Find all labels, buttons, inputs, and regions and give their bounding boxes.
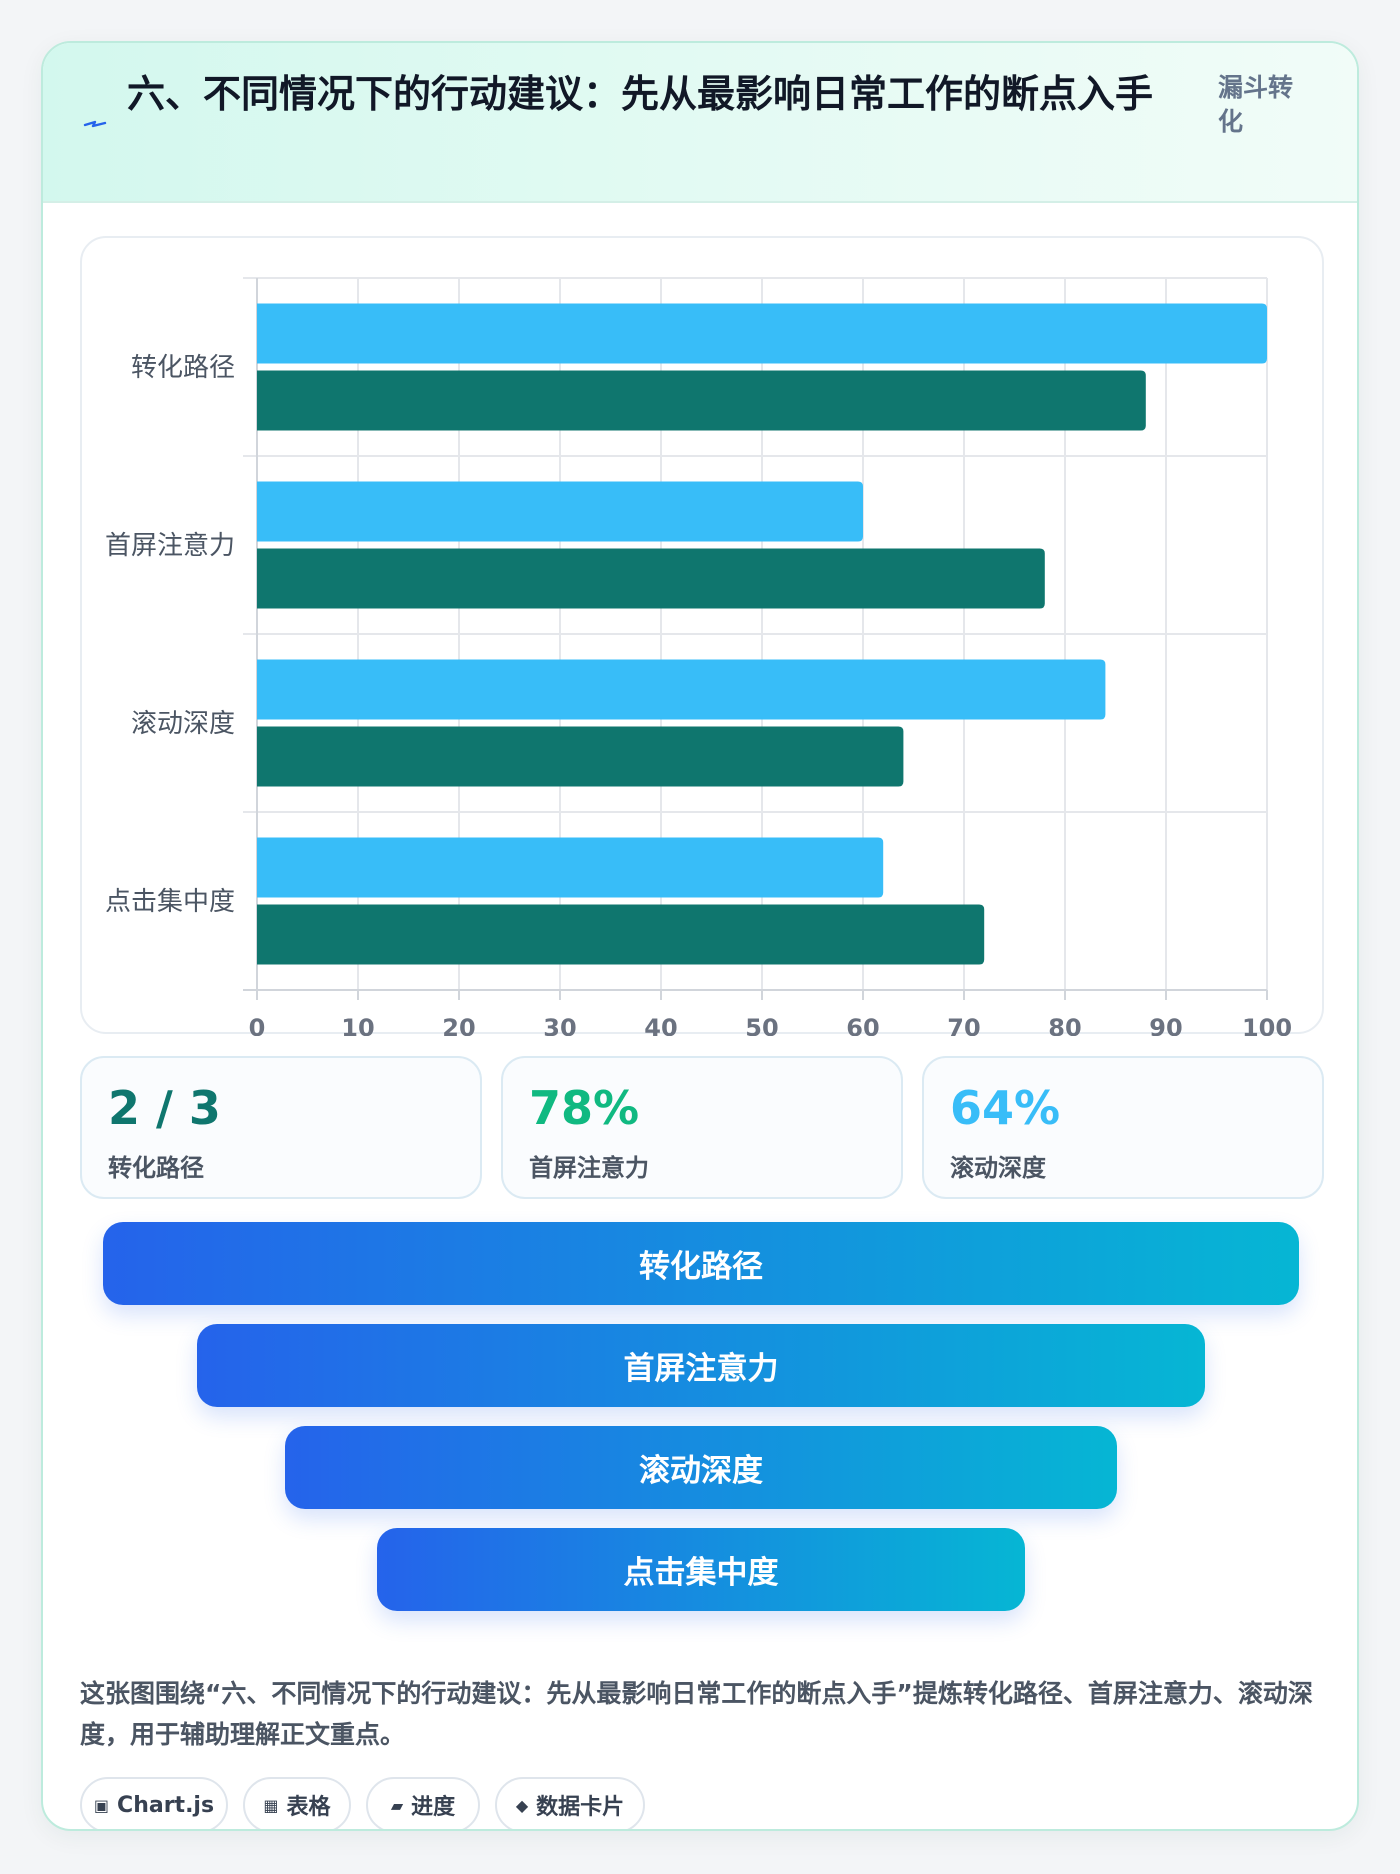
- bar: [257, 659, 1106, 720]
- x-tick-label: 0: [249, 1014, 266, 1036]
- chip-label: 进度: [411, 1795, 456, 1820]
- x-tick-label: 30: [543, 1014, 576, 1036]
- x-tick-label: 100: [1242, 1014, 1292, 1036]
- stat-label: 转化路径: [108, 1154, 204, 1182]
- page-title: 六、不同情况下的行动建议：先从最影响日常工作的断点入手: [127, 72, 1154, 116]
- chart-icon: ▣: [93, 1795, 110, 1815]
- stat-card-1: 2 / 3 转化路径: [80, 1056, 482, 1199]
- funnel-step-1: 转化路径: [103, 1222, 1299, 1305]
- bar: [257, 481, 863, 542]
- bar: [257, 370, 1146, 431]
- y-tick-label: 点击集中度: [105, 887, 235, 917]
- chart-description: 这张图围绕“六、不同情况下的行动建议：先从最影响日常工作的断点入手”提炼转化路径…: [80, 1679, 1313, 1749]
- stat-card-3: 64% 滚动深度: [922, 1056, 1324, 1199]
- x-tick-label: 70: [947, 1014, 980, 1036]
- funnel-step-4: 点击集中度: [377, 1528, 1025, 1611]
- bar: [257, 726, 904, 787]
- chip-table[interactable]: ▦ 表格: [243, 1777, 351, 1829]
- funnel-step-3: 滚动深度: [285, 1426, 1117, 1509]
- y-tick-label: 滚动深度: [131, 709, 235, 739]
- chip-progress[interactable]: ▰ 进度: [366, 1777, 480, 1829]
- stat-value: 78%: [529, 1081, 640, 1135]
- x-tick-label: 10: [341, 1014, 374, 1036]
- bar: [257, 837, 884, 898]
- stat-value: 64%: [950, 1081, 1061, 1135]
- header-tag: 漏斗转化: [1218, 73, 1294, 136]
- chip-chartjs[interactable]: ▣ Chart.js: [80, 1777, 228, 1829]
- x-tick-label: 60: [846, 1014, 879, 1036]
- x-tick-label: 20: [442, 1014, 475, 1036]
- y-tick-label: 首屏注意力: [105, 531, 235, 561]
- content-card: 六、不同情况下的行动建议：先从最影响日常工作的断点入手 漏斗转化 0 10 20 30…: [41, 41, 1359, 1831]
- table-icon: ▦: [263, 1795, 279, 1815]
- diamond-icon: ◆: [515, 1795, 529, 1815]
- x-tick-label: 80: [1048, 1014, 1081, 1036]
- chip-label: Chart.js: [117, 1792, 215, 1818]
- x-tick-label: 40: [644, 1014, 677, 1036]
- lightning-icon: [83, 120, 107, 128]
- stat-card-2: 78% 首屏注意力: [501, 1056, 903, 1199]
- bar: [257, 303, 1267, 364]
- bar: [257, 904, 985, 965]
- x-tick-label: 90: [1149, 1014, 1182, 1036]
- stat-label: 首屏注意力: [529, 1154, 649, 1182]
- x-tick-label: 50: [745, 1014, 778, 1036]
- chip-label: 表格: [286, 1795, 331, 1820]
- y-tick-label: 转化路径: [131, 353, 235, 383]
- bar-chart-panel: 0 10 20 30 40 50 60 70 80 90 100 转化路径首屏注意力滚动深度点击集中度: [80, 236, 1324, 1036]
- stat-value: 2 / 3: [108, 1081, 221, 1135]
- card-header: 六、不同情况下的行动建议：先从最影响日常工作的断点入手 漏斗转化: [43, 43, 1357, 203]
- stat-label: 滚动深度: [950, 1154, 1046, 1182]
- chip-label: 数据卡片: [536, 1795, 625, 1820]
- bar: [257, 548, 1045, 609]
- progress-icon: ▰: [390, 1795, 404, 1815]
- chip-data-cards[interactable]: ◆ 数据卡片: [495, 1777, 645, 1829]
- funnel-step-2: 首屏注意力: [197, 1324, 1205, 1407]
